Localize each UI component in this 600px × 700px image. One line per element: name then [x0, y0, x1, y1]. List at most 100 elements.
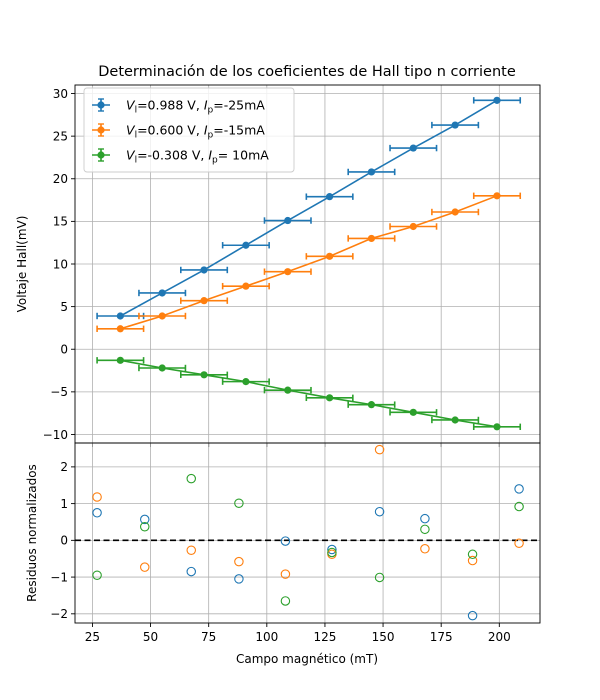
residual-point [234, 574, 244, 584]
y-tick-label: 5 [60, 300, 68, 314]
legend-label: Vl=0.600 V, Ip=-15mA [126, 123, 265, 141]
data-point [116, 356, 124, 364]
y-tick-label: 0 [60, 534, 68, 548]
legend-entry-1: Vl=0.988 V, Ip=-25mA [92, 98, 265, 116]
data-point [367, 168, 376, 176]
x-tick-label: 175 [430, 630, 453, 644]
residual-series-3 [92, 473, 524, 606]
data-point [451, 121, 459, 129]
data-point [158, 289, 166, 297]
data-point [493, 423, 501, 431]
bottom-plot-frame [74, 442, 541, 624]
y-tick-label: 0 [60, 343, 68, 357]
y-tick-label: 15 [53, 215, 68, 229]
residual-point [186, 473, 197, 484]
data-point [325, 252, 334, 260]
residual-point [186, 545, 197, 556]
y-tick-label: 2 [60, 460, 68, 474]
data-point [242, 282, 250, 290]
legend-marker-dot [97, 126, 105, 134]
residual-point [514, 484, 524, 494]
x-tick-label: 125 [313, 630, 336, 644]
top-grid [75, 85, 540, 443]
data-point [325, 394, 334, 402]
data-point [493, 96, 501, 104]
residual-point [467, 555, 478, 566]
residuals-panel: −2 −1 0 1 2 25 50 75 100 125 150 175 200 Residuos no… [25, 442, 541, 666]
series-1 [96, 96, 522, 320]
legend-entry-2: Vl=0.600 V, Ip=-15mA [92, 123, 265, 141]
y-axis-label-voltage: Voltaje Hall(mV) [15, 216, 29, 313]
series-line [120, 359, 498, 428]
data-point [242, 241, 250, 249]
x-tick-label: 200 [488, 630, 511, 644]
data-point [158, 312, 166, 320]
y-tick-label: −2 [50, 607, 68, 621]
residual-point [374, 506, 385, 517]
residual-series-1 [92, 484, 524, 621]
residual-point [420, 544, 430, 554]
y-tick-label: −5 [50, 385, 68, 399]
residual-points-layer [92, 444, 524, 621]
residual-point [280, 596, 291, 606]
series-line [119, 99, 498, 317]
y-tick-label: 20 [53, 172, 68, 186]
residual-point [92, 508, 102, 518]
data-point [200, 266, 208, 274]
bottom-ticks: −2 −1 0 1 2 25 50 75 100 125 150 175 200 [50, 460, 510, 644]
x-axis-label-field: Campo magnético (mT) [236, 652, 378, 666]
residual-point [420, 513, 430, 524]
data-point [409, 408, 417, 416]
data-point [451, 416, 459, 424]
data-point [200, 371, 208, 379]
series-2 [96, 192, 522, 333]
residual-point [186, 566, 197, 577]
series-3 [96, 356, 522, 431]
x-tick-label: 100 [255, 630, 278, 644]
chart-title: Determinación de los coeficientes de Hal… [98, 64, 516, 80]
data-point [158, 364, 166, 372]
top-series-layer [96, 96, 522, 431]
residual-point [327, 544, 337, 555]
residual-point [140, 514, 150, 525]
data-point [242, 378, 250, 386]
x-tick-label: 75 [201, 630, 216, 644]
y-tick-label: −1 [50, 570, 68, 584]
legend-label: Vl=0.988 V, Ip=-25mA [126, 98, 265, 116]
residual-point [140, 562, 150, 572]
data-point [284, 268, 292, 276]
residual-point [374, 444, 385, 455]
data-point [409, 144, 417, 152]
data-point [284, 216, 292, 225]
y-tick-label: 30 [53, 87, 68, 101]
data-point [451, 208, 459, 216]
data-point [284, 386, 292, 394]
hall-voltage-panel: Determinación de los coeficientes de Hal… [15, 64, 541, 447]
data-point [367, 401, 376, 409]
residual-point [514, 501, 524, 512]
bottom-grid [75, 443, 540, 623]
residual-point [467, 549, 478, 560]
legend-marker-dot [97, 101, 105, 109]
data-point [409, 222, 417, 231]
x-tick-label: 25 [85, 630, 100, 644]
series-line [120, 195, 498, 330]
y-tick-label: 10 [53, 257, 68, 271]
data-point [116, 312, 124, 320]
legend: Vl=0.988 V, Ip=-25mA Vl=0.600 V, Ip=-15mA… [83, 87, 295, 173]
data-point [367, 234, 376, 243]
y-axis-label-residuals: Residuos normalizados [25, 464, 39, 602]
residual-point [374, 572, 385, 583]
data-point [116, 325, 124, 333]
y-tick-label: 1 [60, 497, 68, 511]
residual-point [467, 610, 478, 621]
residual-point [234, 498, 244, 508]
x-tick-label: 150 [372, 630, 395, 644]
data-point [200, 297, 208, 305]
residual-point [92, 570, 102, 580]
y-tick-label: −10 [43, 428, 68, 442]
residual-point [280, 536, 291, 546]
x-tick-label: 50 [143, 630, 158, 644]
y-tick-label: 25 [53, 129, 68, 143]
